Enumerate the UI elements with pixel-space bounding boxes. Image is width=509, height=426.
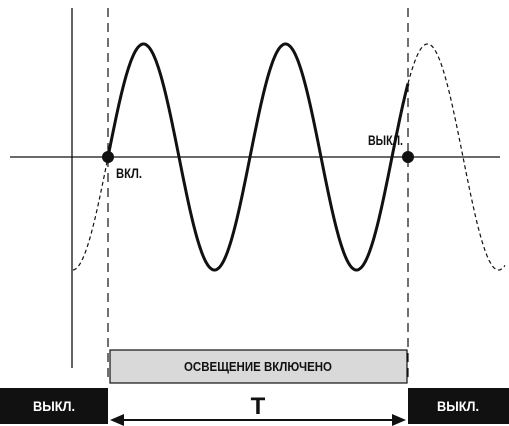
period-label: Т: [251, 393, 266, 420]
period-arrow-left-head: [110, 414, 124, 426]
off-left-label: ВЫКЛ.: [33, 398, 75, 414]
light-on-bar: [109, 349, 408, 384]
wave-solid: [106, 42, 410, 272]
off-right-box: [408, 388, 509, 424]
on-point-marker: [102, 151, 114, 163]
wave-dashed-after: [407, 43, 506, 271]
off-point-marker: [402, 151, 414, 163]
off-left-box: [0, 388, 108, 424]
off-right-label: ВЫКЛ.: [437, 398, 479, 414]
on-point-label: ВКЛ.: [116, 165, 142, 181]
off-point-label: ВЫКЛ.: [368, 132, 403, 148]
period-arrow-right-head: [392, 414, 406, 426]
wave-dashed-before: [72, 156, 109, 271]
light-on-label: ОСВЕЩЕНИЕ ВКЛЮЧЕНО: [184, 359, 332, 374]
